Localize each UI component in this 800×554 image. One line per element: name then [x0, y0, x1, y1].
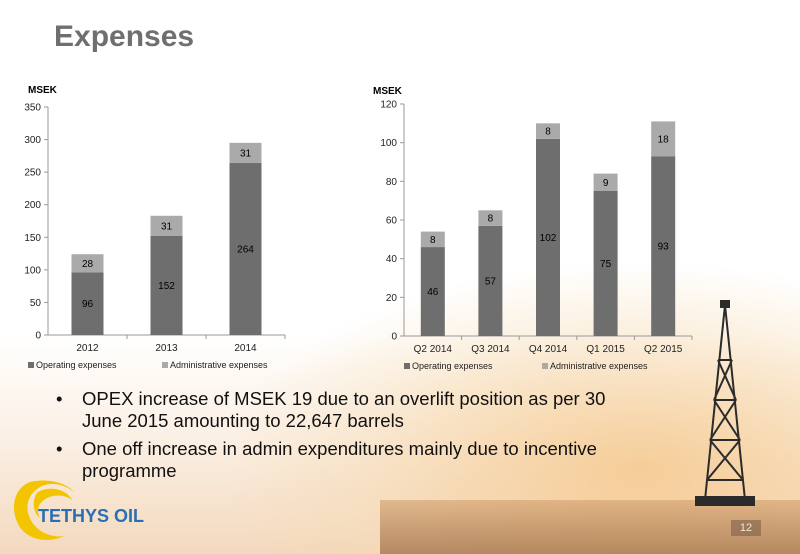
bullet-text: OPEX increase of MSEK 19 due to an overl… [82, 388, 606, 431]
page-number: 12 [731, 520, 761, 536]
drilling-rig-illustration [695, 300, 755, 506]
background-desert [380, 500, 800, 554]
bullet-item: • One off increase in admin expenditures … [54, 438, 634, 482]
bullet-dot-icon: • [56, 388, 63, 409]
logo-text: TETHYS OIL [38, 506, 144, 526]
tethys-oil-logo: TETHYS OIL [14, 480, 144, 540]
bullet-dot-icon: • [56, 438, 63, 459]
bullet-list: • OPEX increase of MSEK 19 due to an over… [54, 388, 634, 488]
bullet-text: One off increase in admin expenditures m… [82, 438, 597, 481]
slide-title: Expenses [54, 20, 195, 53]
bullet-item: • OPEX increase of MSEK 19 due to an over… [54, 388, 634, 432]
